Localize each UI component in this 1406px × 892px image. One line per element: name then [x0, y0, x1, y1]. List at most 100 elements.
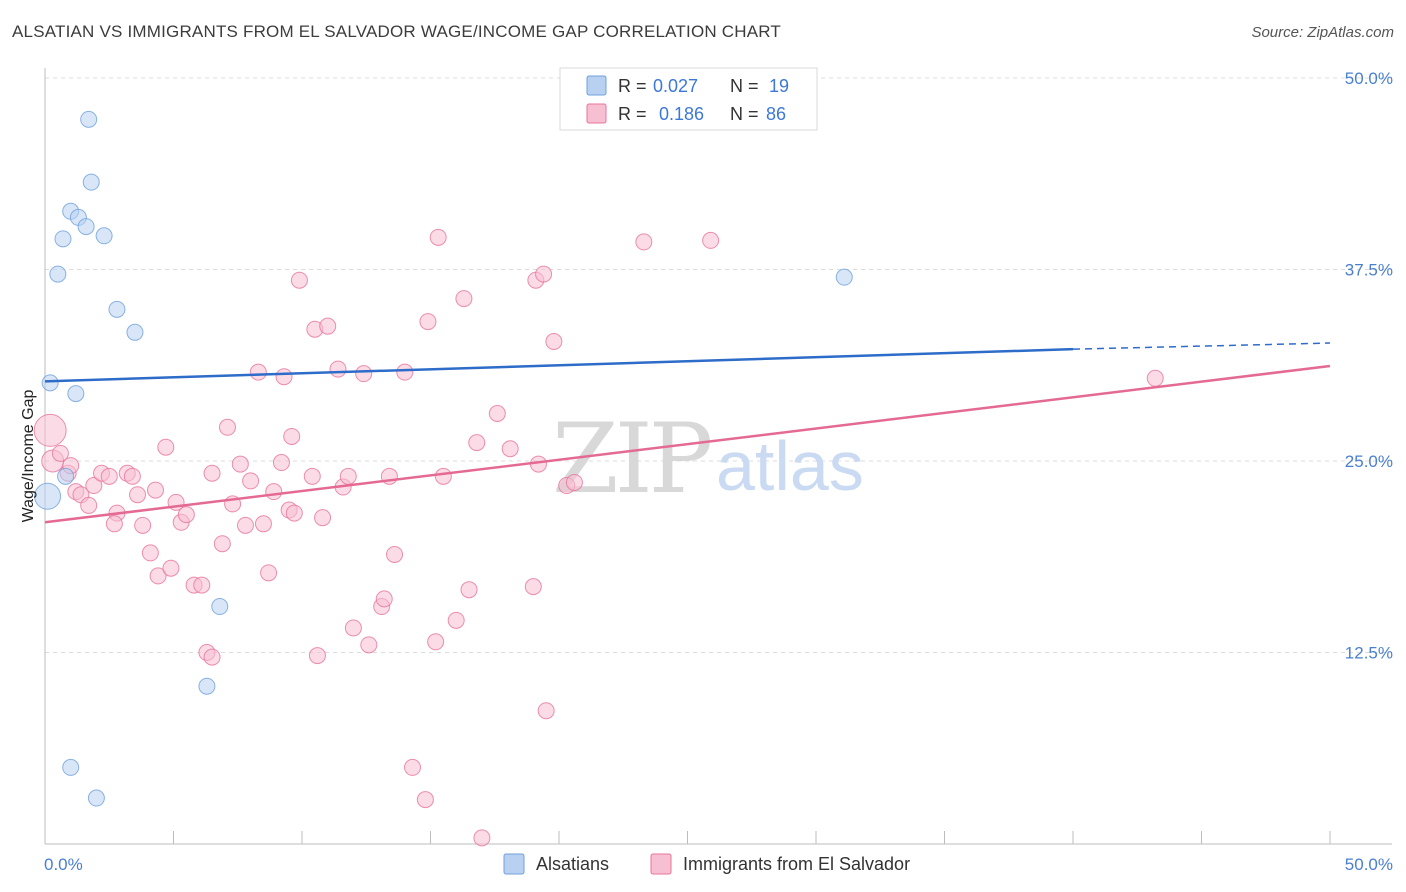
alsatians-point	[211, 598, 229, 616]
alsatians-point	[126, 323, 144, 341]
alsatians-point	[108, 300, 126, 318]
immigrants-point	[360, 636, 378, 654]
immigrants-point	[129, 486, 147, 504]
immigrants-point	[254, 515, 272, 533]
immigrants-point	[272, 454, 290, 472]
legend-top: R = 0.027 N = 19 R = 0.186 N = 86	[559, 67, 818, 131]
y-tick-label: 37.5%	[1345, 261, 1393, 280]
immigrants-point	[319, 317, 337, 335]
alsatians-point	[87, 789, 105, 807]
alsatians-point	[49, 265, 67, 283]
legend-r-value-1: 0.027	[653, 76, 698, 96]
immigrants-point	[147, 481, 165, 499]
legend-n-label-2: N =	[730, 104, 759, 124]
immigrants-point	[419, 313, 437, 331]
immigrants-point	[416, 791, 434, 809]
immigrants-point	[386, 545, 404, 563]
immigrants-point	[303, 467, 321, 485]
immigrants-point	[33, 413, 67, 447]
immigrants-point	[501, 440, 519, 458]
immigrants-point	[134, 516, 152, 534]
legend-n-value-2: 86	[766, 104, 786, 124]
immigrants-point	[455, 290, 473, 308]
y-tick-label: 50.0%	[1345, 69, 1393, 88]
legend-r-label-2: R =	[618, 104, 647, 124]
alsatians-trend-extension	[1072, 342, 1331, 350]
alsatians-point	[198, 677, 216, 695]
immigrants-point	[236, 516, 254, 534]
immigrants-point	[149, 567, 167, 585]
immigrants-point	[203, 464, 221, 482]
immigrants-point	[275, 368, 293, 386]
immigrants-point	[100, 467, 118, 485]
immigrants-point	[702, 231, 720, 249]
series-immigrants-points	[33, 228, 1164, 847]
legend-swatch-blue	[586, 75, 607, 96]
immigrants-point	[1146, 369, 1164, 387]
immigrants-point	[396, 363, 414, 381]
immigrants-point	[545, 333, 563, 351]
immigrants-point	[105, 515, 123, 533]
legend-n-label-1: N =	[730, 76, 759, 96]
source-credit: Source: ZipAtlas.com	[1251, 24, 1394, 41]
immigrants-point	[535, 265, 553, 283]
immigrants-point	[404, 758, 422, 776]
immigrants-point	[308, 647, 326, 665]
legend-bottom-label-immigrants: Immigrants from El Salvador	[683, 854, 910, 874]
legend-bottom-label-alsatians: Alsatians	[536, 854, 609, 874]
alsatians-point	[62, 758, 80, 776]
immigrants-trend-line	[44, 364, 1331, 524]
x-tick-label-max: 50.0%	[1345, 855, 1393, 874]
alsatians-point	[77, 218, 95, 236]
immigrants-point	[537, 702, 555, 720]
watermark-atlas: atlas	[716, 427, 864, 505]
y-tick-label: 25.0%	[1345, 452, 1393, 471]
immigrants-point	[157, 438, 175, 456]
immigrants-point	[355, 365, 373, 383]
immigrants-point	[524, 578, 542, 596]
immigrants-point	[85, 477, 103, 495]
immigrants-point	[265, 483, 283, 501]
immigrants-point	[488, 405, 506, 423]
immigrants-point	[635, 233, 653, 251]
immigrants-point	[260, 564, 278, 582]
immigrants-point	[344, 619, 362, 637]
immigrants-point	[177, 506, 195, 524]
legend-n-value-1: 19	[769, 76, 789, 96]
immigrants-point	[242, 472, 260, 490]
immigrants-point	[231, 455, 249, 473]
immigrants-point	[213, 535, 231, 553]
legend-r-value-2: 0.186	[659, 104, 704, 124]
immigrants-point	[193, 576, 211, 594]
immigrants-point	[314, 509, 332, 527]
alsatians-point	[57, 467, 75, 485]
immigrants-point	[141, 544, 159, 562]
alsatians-point	[95, 227, 113, 245]
legend-r-label-1: R =	[618, 76, 647, 96]
legend-bottom: Alsatians Immigrants from El Salvador	[503, 853, 910, 875]
alsatians-point	[67, 385, 85, 403]
watermark-zip: ZIP	[552, 403, 711, 515]
immigrants-point	[218, 418, 236, 436]
immigrants-point	[447, 611, 465, 629]
immigrants-point	[329, 360, 347, 378]
immigrants-point	[434, 467, 452, 485]
immigrants-point	[162, 559, 180, 577]
alsatians-point	[80, 110, 98, 128]
y-tick-labels: 12.5% 25.0% 37.5% 50.0%	[1345, 69, 1393, 663]
immigrants-point	[429, 228, 447, 246]
grid-lines	[45, 77, 1392, 653]
immigrants-point	[339, 467, 357, 485]
series-alsatians-points	[34, 110, 853, 807]
x-tick-labels: 0.0% 50.0%	[44, 855, 1393, 874]
trend-lines	[44, 342, 1331, 524]
legend-bottom-swatch-immigrants	[650, 853, 672, 875]
immigrants-point	[285, 504, 303, 522]
immigrants-point	[290, 271, 308, 289]
alsatians-point	[835, 268, 853, 286]
immigrants-point	[249, 363, 267, 381]
alsatians-point	[41, 374, 59, 392]
y-tick-label: 12.5%	[1345, 644, 1393, 663]
immigrants-point	[473, 829, 491, 847]
watermark: ZIP atlas	[552, 403, 864, 515]
